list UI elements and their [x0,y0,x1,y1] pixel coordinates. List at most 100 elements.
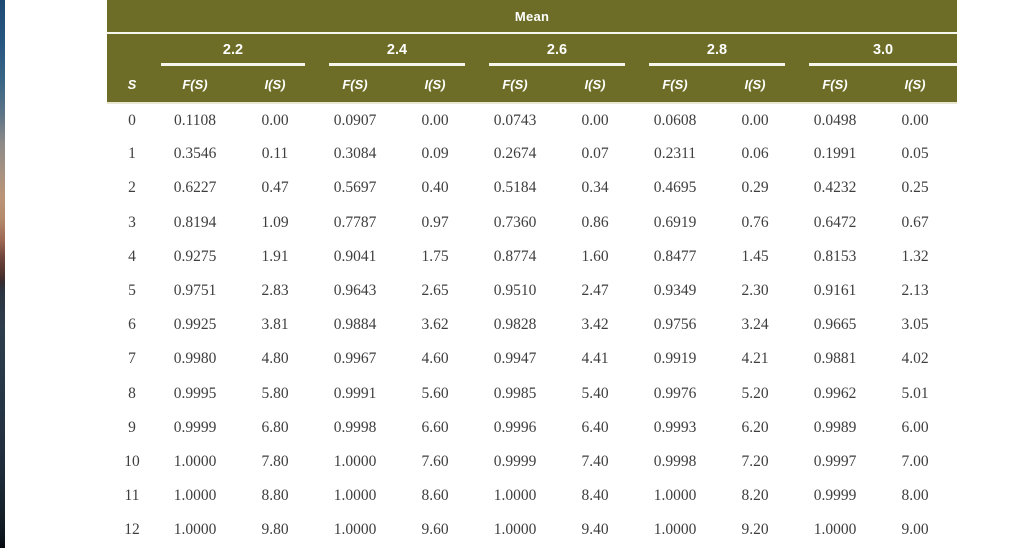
is-value-cell: 9.20 [741,521,769,539]
fs-value-cell: 0.9991 [333,384,377,402]
fs-value-cell: 0.8774 [493,247,537,265]
fs-value-cell: 0.9996 [493,418,537,436]
fs-value-cell: 0.8477 [653,247,697,265]
mean-group-cell: 2.8 [637,33,797,66]
is-value-cell: 0.00 [261,111,289,129]
is-value-cell: 6.40 [581,418,609,436]
s-value-cell: 6 [128,316,136,334]
is-value-cell: 0.00 [421,111,449,129]
fs-value-cell: 0.9993 [653,418,697,436]
is-value-cell: 0.76 [741,213,769,231]
is-value-cell: 7.40 [581,452,609,470]
fs-value-cell: 1.0000 [173,487,217,505]
fs-value-cell: 0.9980 [173,350,217,368]
is-value-cell: 0.00 [581,111,609,129]
is-value-cell: 5.80 [261,384,289,402]
fs-value-cell: 0.1991 [813,145,857,163]
is-value-cell: 1.60 [581,247,609,265]
fs-value-cell: 0.9751 [173,282,217,300]
mean-value-label: 2.2 [161,42,305,66]
table-header: Mean 2.2 2.4 2.6 2.8 3.0 S F(S) I(S) F(S) I(S) F(… [107,0,958,104]
table-row: 12 1.0000 9.80 1.0000 9.60 1.0000 9.40 1.0000 9.… [107,513,957,547]
table-row: 5 0.9751 2.83 0.9643 2.65 0.9510 2.47 0.9349 2.3… [107,274,957,308]
fs-value-cell: 0.9995 [173,384,217,402]
is-column-header: I(S) [393,66,477,104]
table-row: 7 0.9980 4.80 0.9967 4.60 0.9947 4.41 0.9919 4.2… [107,342,957,376]
is-value-cell: 0.07 [581,145,609,163]
table-row: 11 1.0000 8.80 1.0000 8.60 1.0000 8.40 1.0000 8.… [107,479,957,513]
fs-value-cell: 0.9041 [333,247,377,265]
fs-value-cell: 0.9997 [813,452,857,470]
is-value-cell: 0.97 [421,213,449,231]
is-value-cell: 5.40 [581,384,609,402]
s-value-cell: 3 [128,213,136,231]
is-value-cell: 5.60 [421,384,449,402]
is-value-cell: 0.00 [901,111,929,129]
mean-group-cell: 3.0 [797,33,958,66]
is-value-cell: 0.00 [741,111,769,129]
table-body: 0 0.1108 0.00 0.0907 0.00 0.0743 0.00 0.0608 0.0… [107,103,957,547]
fs-value-cell: 0.9985 [493,384,537,402]
is-value-cell: 7.60 [421,452,449,470]
is-value-cell: 4.60 [421,350,449,368]
table-row: 3 0.8194 1.09 0.7787 0.97 0.7360 0.86 0.6919 0.7… [107,206,957,240]
fs-value-cell: 0.7787 [333,213,377,231]
fs-value-cell: 0.4232 [813,179,857,197]
is-value-cell: 7.80 [261,452,289,470]
is-value-cell: 0.40 [421,179,449,197]
s-value-cell: 0 [128,111,136,129]
is-value-cell: 0.09 [421,145,449,163]
fs-value-cell: 0.9999 [493,452,537,470]
is-value-cell: 0.25 [901,179,929,197]
fs-value-cell: 0.5184 [493,179,537,197]
is-value-cell: 3.62 [421,316,449,334]
fs-value-cell: 0.2311 [653,145,697,163]
fs-value-cell: 0.9275 [173,247,217,265]
is-value-cell: 8.40 [581,487,609,505]
is-value-cell: 7.00 [901,452,929,470]
fs-value-cell: 0.9962 [813,384,857,402]
fs-column-header: F(S) [477,66,553,104]
is-value-cell: 4.02 [901,350,929,368]
is-value-cell: 9.80 [261,521,289,539]
table-row: 9 0.9999 6.80 0.9998 6.60 0.9996 6.40 0.9993 6.2… [107,411,957,445]
is-value-cell: 3.05 [901,316,929,334]
is-value-cell: 5.20 [741,384,769,402]
fs-value-cell: 0.0608 [653,111,697,129]
fs-value-cell: 0.9665 [813,316,857,334]
fs-value-cell: 1.0000 [813,521,857,539]
poisson-table-container: Mean 2.2 2.4 2.6 2.8 3.0 S F(S) I(S) F(S) I(S) F(… [107,0,958,548]
fs-column-header: F(S) [317,66,393,104]
is-value-cell: 7.20 [741,452,769,470]
is-value-cell: 0.29 [741,179,769,197]
fs-value-cell: 0.6472 [813,213,857,231]
fs-value-cell: 0.9881 [813,350,857,368]
mean-group-cell: 2.2 [157,33,317,66]
is-value-cell: 2.65 [421,282,449,300]
fs-value-cell: 0.0498 [813,111,857,129]
is-value-cell: 2.13 [901,282,929,300]
fs-value-cell: 0.9161 [813,282,857,300]
s-value-cell: 4 [128,247,136,265]
table-row: 10 1.0000 7.80 1.0000 7.60 0.9999 7.40 0.9998 7.… [107,445,957,479]
fs-value-cell: 0.9999 [813,487,857,505]
is-value-cell: 9.40 [581,521,609,539]
fs-value-cell: 0.8153 [813,247,857,265]
document-page: Mean 2.2 2.4 2.6 2.8 3.0 S F(S) I(S) F(S) I(S) F(… [5,0,1024,548]
fs-value-cell: 1.0000 [493,521,537,539]
mean-value-label: 2.8 [649,42,785,66]
fs-value-cell: 0.9976 [653,384,697,402]
s-value-cell: 8 [128,384,136,402]
is-column-header: I(S) [233,66,317,104]
is-value-cell: 6.20 [741,418,769,436]
is-value-cell: 6.00 [901,418,929,436]
s-column-header: S [107,66,157,104]
is-value-cell: 0.34 [581,179,609,197]
mean-value-label: 3.0 [809,42,958,66]
is-value-cell: 6.60 [421,418,449,436]
fs-value-cell: 0.9999 [173,418,217,436]
s-value-cell: 12 [124,521,140,539]
is-value-cell: 3.81 [261,316,289,334]
mean-group-cell: 2.4 [317,33,477,66]
fs-value-cell: 0.9919 [653,350,697,368]
